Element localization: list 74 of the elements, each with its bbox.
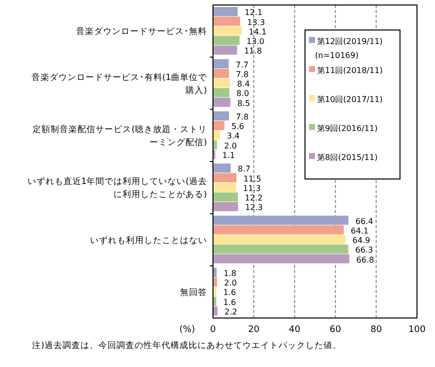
bar [213,287,216,296]
y-tick-label: 音楽ダウンロードサービス･無料 [76,26,207,38]
bar [213,296,216,306]
data-label: 11.5 [243,174,262,184]
bar [213,173,236,182]
bar [213,202,238,212]
bar [213,244,348,254]
data-label: 1.6 [223,298,236,307]
data-label: 8.5 [237,98,250,108]
data-label: 64.1 [350,226,369,236]
x-axis-title: (%) [179,325,195,335]
data-label: 64.9 [352,236,370,246]
y-tick-label: 音楽ダウンロードサービス･有料(1曲単位で購入) [31,72,208,96]
data-label: 11.3 [243,184,261,193]
bar [213,192,238,202]
x-tick-label: 100 [408,325,426,335]
bar [213,59,229,68]
data-label: 7.8 [236,112,249,122]
data-label: 12.1 [244,8,262,18]
legend-label: 第10回(2017/11) [317,95,383,104]
legend-label: 第8回(2015/11) [317,153,378,162]
legend-label: 第12回(2019/11) (n=10169) [315,37,383,60]
bar [213,111,229,120]
x-tick-label: 60 [330,325,342,335]
x-tick-label: 20 [248,325,260,335]
legend-label: 第9回(2016/11) [317,124,378,133]
bar [213,182,236,192]
y-tick-label: 無回答 [180,286,207,298]
bar [213,7,238,16]
bar [213,130,220,140]
data-label: 3.4 [226,132,240,141]
data-label: 12.3 [245,203,263,212]
data-label: 14.1 [248,27,267,36]
bar [213,98,230,107]
data-label: 8.0 [236,89,250,98]
bar [213,16,240,26]
bar [213,68,229,78]
x-tick-label: 40 [288,325,301,335]
bar [213,120,224,130]
bar [213,216,348,225]
text: 注)過去調査は、今回調査の性年代構成比にあわせてウエイトバックした値。 [32,340,342,351]
data-label: 2.0 [224,278,237,288]
data-label: 5.6 [231,122,244,132]
y-tick-label: いずれも直近1年間では利用していない(過去に利用したことがある) [27,176,207,200]
data-label: 8.4 [237,80,250,89]
bar [213,225,344,234]
bar [213,164,231,173]
data-label: 66.4 [355,216,374,226]
y-tick-label: いずれも利用したことはない [90,234,207,246]
x-tick-label: 80 [370,325,382,335]
x-tick-label: 0 [210,325,216,335]
bar [213,88,230,98]
bar [213,254,350,264]
bar [213,26,242,36]
data-label: 1.1 [222,151,235,160]
bar [213,36,240,46]
data-label: 66.8 [356,255,374,264]
legend-label: 第11回(2018/11) [317,66,383,75]
bar [213,234,346,244]
data-label: 2.0 [224,141,237,150]
bar [213,46,238,55]
data-label: 8.7 [238,164,250,174]
data-label: 7.7 [236,60,248,70]
data-label: 1.6 [223,288,236,298]
data-label: 13.3 [247,18,265,27]
data-label: 66.3 [355,246,374,255]
y-tick-label: 定額制音楽配信サービス(聴き放題・ストリーミング配信) [32,124,207,148]
bar [213,78,230,88]
data-label: 11.8 [244,46,262,56]
data-label: 13.0 [246,37,264,46]
data-label: 12.2 [244,194,263,203]
data-label: 1.8 [224,268,236,278]
data-label: 7.8 [236,70,249,79]
data-label: 2.2 [224,308,238,316]
